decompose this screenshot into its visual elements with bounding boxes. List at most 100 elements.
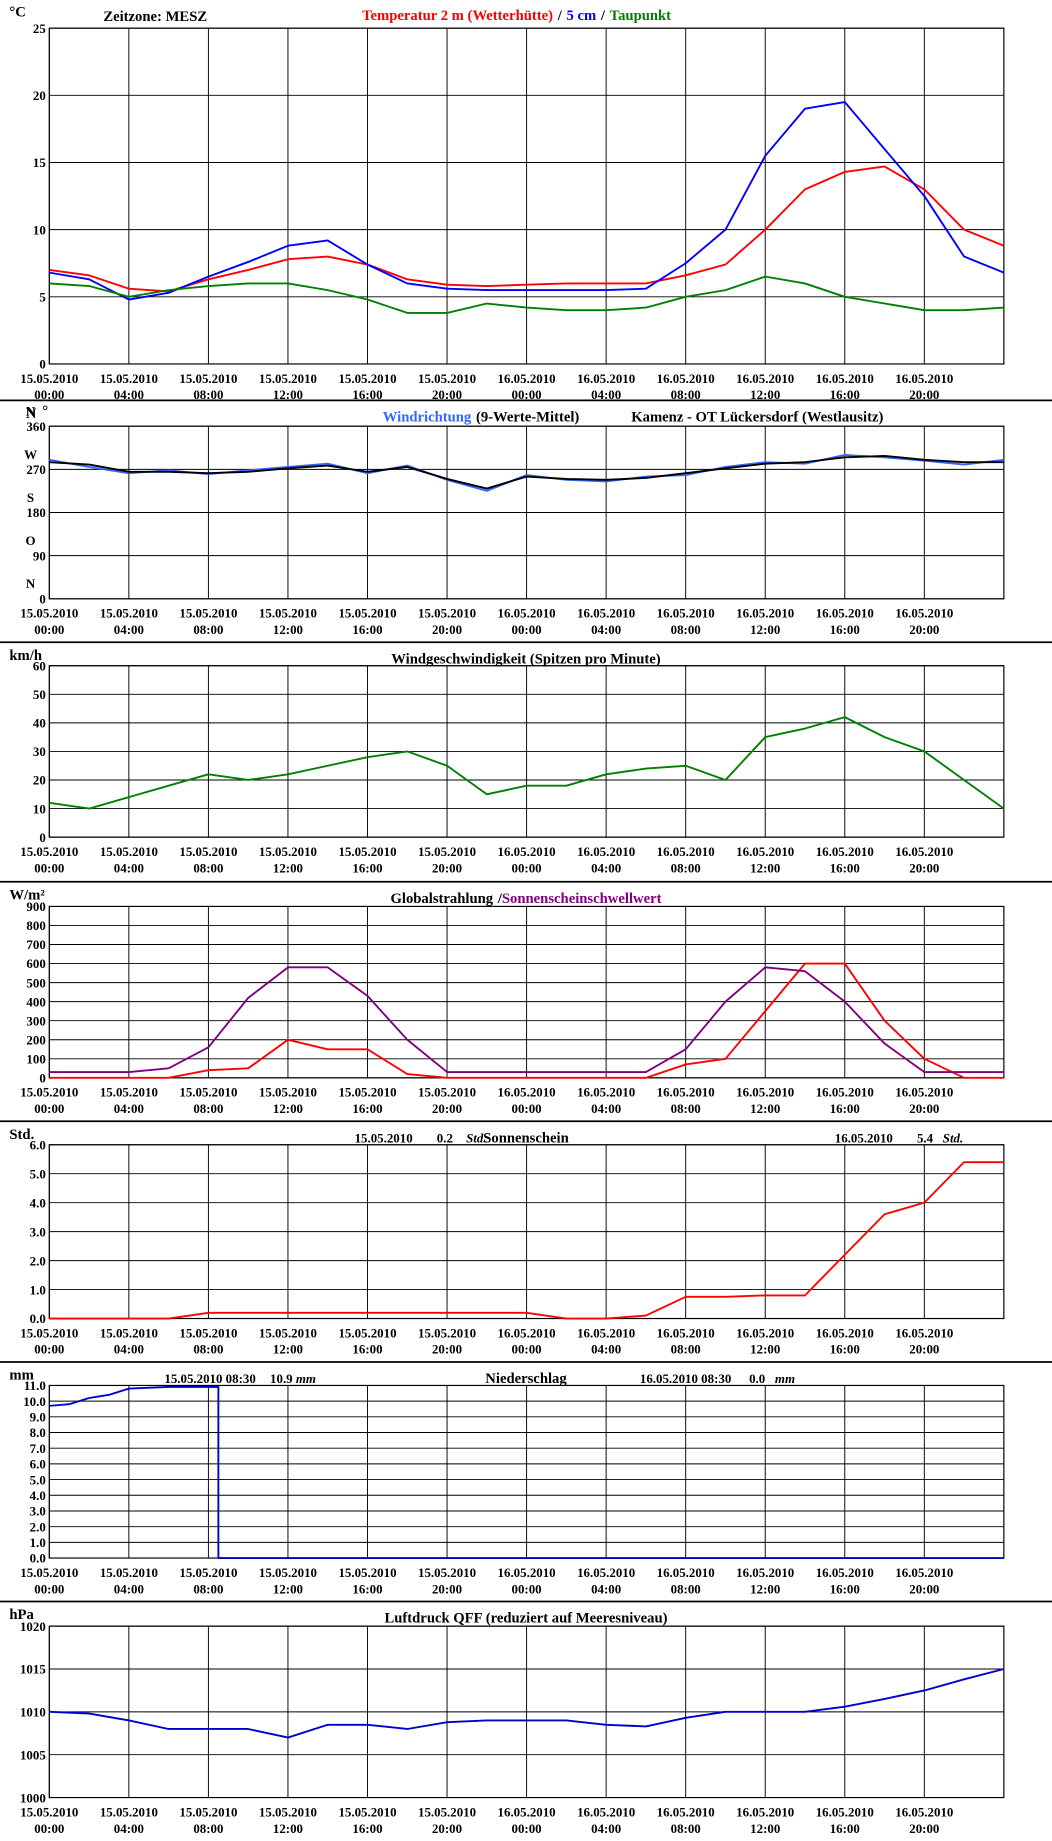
timezone: Zeitzone: MESZ: [103, 9, 207, 25]
chart-title: Windgeschwindigkeit (Spitzen pro Minute): [391, 651, 661, 667]
x-tick-date: 15.05.2010: [259, 844, 317, 859]
x-tick-time: 04:00: [114, 387, 144, 402]
x-tick-date: 16.05.2010: [498, 1565, 556, 1580]
x-tick-date: 15.05.2010: [100, 1565, 158, 1580]
x-tick-time: 20:00: [432, 1581, 462, 1596]
x-tick-time: 04:00: [591, 1821, 621, 1836]
x-tick-date: 16.05.2010: [736, 1325, 794, 1340]
y-tick-label: 0.0: [30, 1311, 46, 1326]
x-tick-time: 04:00: [591, 387, 621, 402]
x-tick-time: 20:00: [432, 860, 462, 875]
x-tick-time: 20:00: [432, 1342, 462, 1357]
x-tick-time: 08:00: [671, 860, 701, 875]
x-tick-time: 04:00: [114, 622, 144, 637]
x-tick-time: 12:00: [273, 860, 303, 875]
y-tick-label: 40: [33, 716, 46, 731]
x-tick-time: 04:00: [114, 1821, 144, 1836]
y-tick-label: 1015: [20, 1662, 46, 1677]
x-tick-time: 08:00: [671, 1581, 701, 1596]
unit-label: km/h: [9, 648, 42, 664]
x-tick-date: 15.05.2010: [20, 1804, 78, 1819]
annotation-total: 0.2: [437, 1130, 453, 1145]
x-tick-time: 12:00: [750, 622, 780, 637]
x-tick-date: 16.05.2010: [736, 606, 794, 621]
y-tick-label: 4.0: [30, 1195, 46, 1210]
x-tick-date: 16.05.2010: [895, 1804, 953, 1819]
x-tick-time: 20:00: [909, 1821, 939, 1836]
x-tick-time: 12:00: [750, 1581, 780, 1596]
x-tick-time: 08:00: [193, 860, 223, 875]
x-tick-time: 04:00: [114, 1342, 144, 1357]
annotation-total: 0.0: [749, 1371, 765, 1386]
x-tick-date: 16.05.2010: [498, 1804, 556, 1819]
compass-label: N: [26, 404, 36, 419]
y-tick-label: 100: [26, 1051, 45, 1066]
x-tick-time: 20:00: [432, 622, 462, 637]
x-tick-time: 20:00: [432, 1821, 462, 1836]
chart-title: Luftdruck QFF (reduziert auf Meeresnivea…: [384, 1611, 667, 1627]
x-tick-date: 15.05.2010: [418, 844, 476, 859]
x-tick-time: 20:00: [432, 387, 462, 402]
x-tick-date: 15.05.2010: [338, 606, 396, 621]
x-tick-time: 20:00: [909, 1342, 939, 1357]
legend-entry: Taupunkt: [610, 8, 672, 24]
y-tick-label: 200: [26, 1032, 45, 1047]
x-tick-date: 15.05.2010: [338, 1565, 396, 1580]
x-tick-time: 12:00: [273, 622, 303, 637]
x-tick-date: 16.05.2010: [498, 1325, 556, 1340]
x-tick-date: 16.05.2010: [895, 1565, 953, 1580]
compass-label: O: [26, 533, 36, 548]
x-tick-time: 00:00: [34, 1581, 64, 1596]
x-tick-date: 15.05.2010: [179, 844, 237, 859]
legend-entry: Windrichtung: [383, 410, 472, 426]
x-tick-date: 15.05.2010: [338, 371, 396, 386]
annotation-total: 5.4: [917, 1130, 934, 1145]
series-line: [49, 1668, 1005, 1739]
chart-title: Sonnenschein: [483, 1130, 569, 1146]
x-tick-date: 15.05.2010: [418, 371, 476, 386]
x-tick-time: 16:00: [352, 1101, 382, 1116]
x-tick-date: 16.05.2010: [657, 606, 715, 621]
legend-entry: Globalstrahlung: [390, 891, 493, 907]
y-tick-label: 90: [33, 548, 46, 563]
legend-entry: 5 cm: [566, 8, 596, 24]
unit-label: W/m²: [9, 887, 45, 903]
x-tick-date: 16.05.2010: [736, 371, 794, 386]
y-tick-label: 11.0: [24, 1378, 46, 1393]
unit-label: °C: [9, 4, 25, 20]
unit-label: mm: [9, 1368, 33, 1384]
x-tick-date: 16.05.2010: [895, 844, 953, 859]
x-tick-date: 15.05.2010: [20, 606, 78, 621]
x-tick-time: 04:00: [591, 860, 621, 875]
x-tick-time: 00:00: [512, 860, 542, 875]
x-tick-date: 15.05.2010: [179, 1565, 237, 1580]
x-tick-date: 15.05.2010: [100, 606, 158, 621]
compass-label: S: [27, 490, 34, 505]
x-tick-time: 12:00: [750, 860, 780, 875]
x-tick-date: 16.05.2010: [895, 606, 953, 621]
y-tick-label: 800: [26, 918, 45, 933]
series-line: [49, 1386, 1004, 1559]
x-tick-date: 15.05.2010: [179, 371, 237, 386]
x-tick-date: 15.05.2010: [338, 844, 396, 859]
x-tick-date: 15.05.2010: [259, 1085, 317, 1100]
y-tick-label: 20: [33, 773, 46, 788]
x-tick-date: 16.05.2010: [577, 606, 635, 621]
x-tick-time: 00:00: [34, 387, 64, 402]
y-tick-label: 1005: [20, 1747, 46, 1762]
x-tick-time: 08:00: [671, 1821, 701, 1836]
chart-title: Niederschlag: [485, 1371, 567, 1387]
x-tick-time: 12:00: [273, 1581, 303, 1596]
y-tick-label: 0: [39, 357, 45, 372]
x-tick-date: 16.05.2010: [816, 1804, 874, 1819]
x-tick-date: 15.05.2010: [418, 1085, 476, 1100]
x-tick-date: 16.05.2010: [736, 844, 794, 859]
x-tick-time: 16:00: [830, 1342, 860, 1357]
legend: Temperatur 2 m (Wetterhütte)/5 cm / Taupun…: [362, 8, 671, 24]
x-tick-time: 00:00: [512, 1581, 542, 1596]
y-tick-label: 0: [39, 830, 45, 845]
x-tick-time: 08:00: [193, 387, 223, 402]
y-tick-label: 7.0: [30, 1441, 46, 1456]
y-tick-label: 900: [26, 899, 45, 914]
